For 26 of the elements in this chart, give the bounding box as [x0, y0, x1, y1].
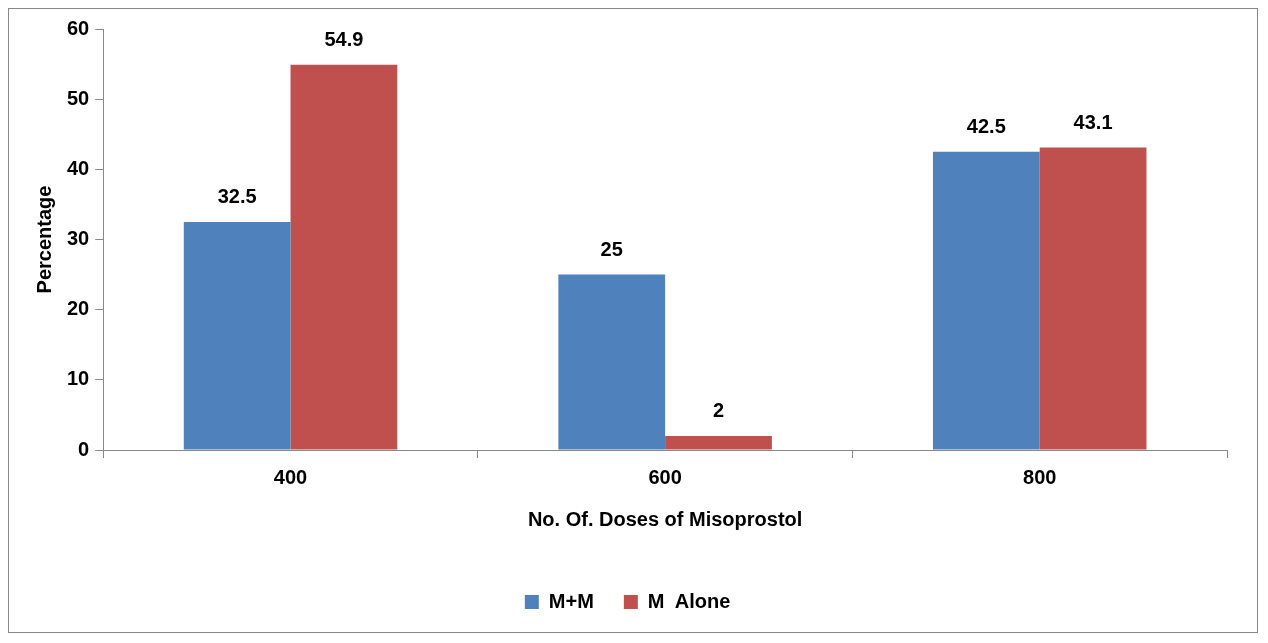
x-axis-title: No. Of. Doses of Misoprostol [527, 507, 803, 530]
data-label: 54.9 [324, 28, 364, 51]
data-label: 43.1 [1073, 111, 1113, 134]
y-tick-label: 0 [78, 437, 90, 460]
y-tick-label: 20 [67, 297, 90, 320]
y-axis-title: Percentage [32, 185, 55, 294]
legend-label: M+M [548, 589, 594, 612]
y-tick-label: 10 [67, 367, 90, 390]
y-tick-label: 50 [67, 86, 90, 109]
x-tick-label: 400 [273, 465, 308, 488]
legend-label: M Alone [647, 589, 731, 612]
bar [1039, 147, 1147, 450]
bar [290, 64, 398, 450]
bar [558, 274, 666, 450]
x-tick-label: 600 [648, 465, 682, 488]
bar [932, 151, 1040, 450]
bar [183, 221, 291, 450]
y-tick-label: 40 [67, 156, 90, 179]
data-label: 2 [712, 399, 725, 422]
data-label: 42.5 [966, 115, 1006, 138]
bar [665, 435, 772, 450]
y-tick-label: 30 [67, 227, 90, 250]
y-tick-label: 60 [67, 16, 90, 39]
data-label: 32.5 [217, 185, 257, 208]
data-label: 25 [600, 238, 623, 261]
x-tick-label: 800 [1023, 465, 1057, 488]
